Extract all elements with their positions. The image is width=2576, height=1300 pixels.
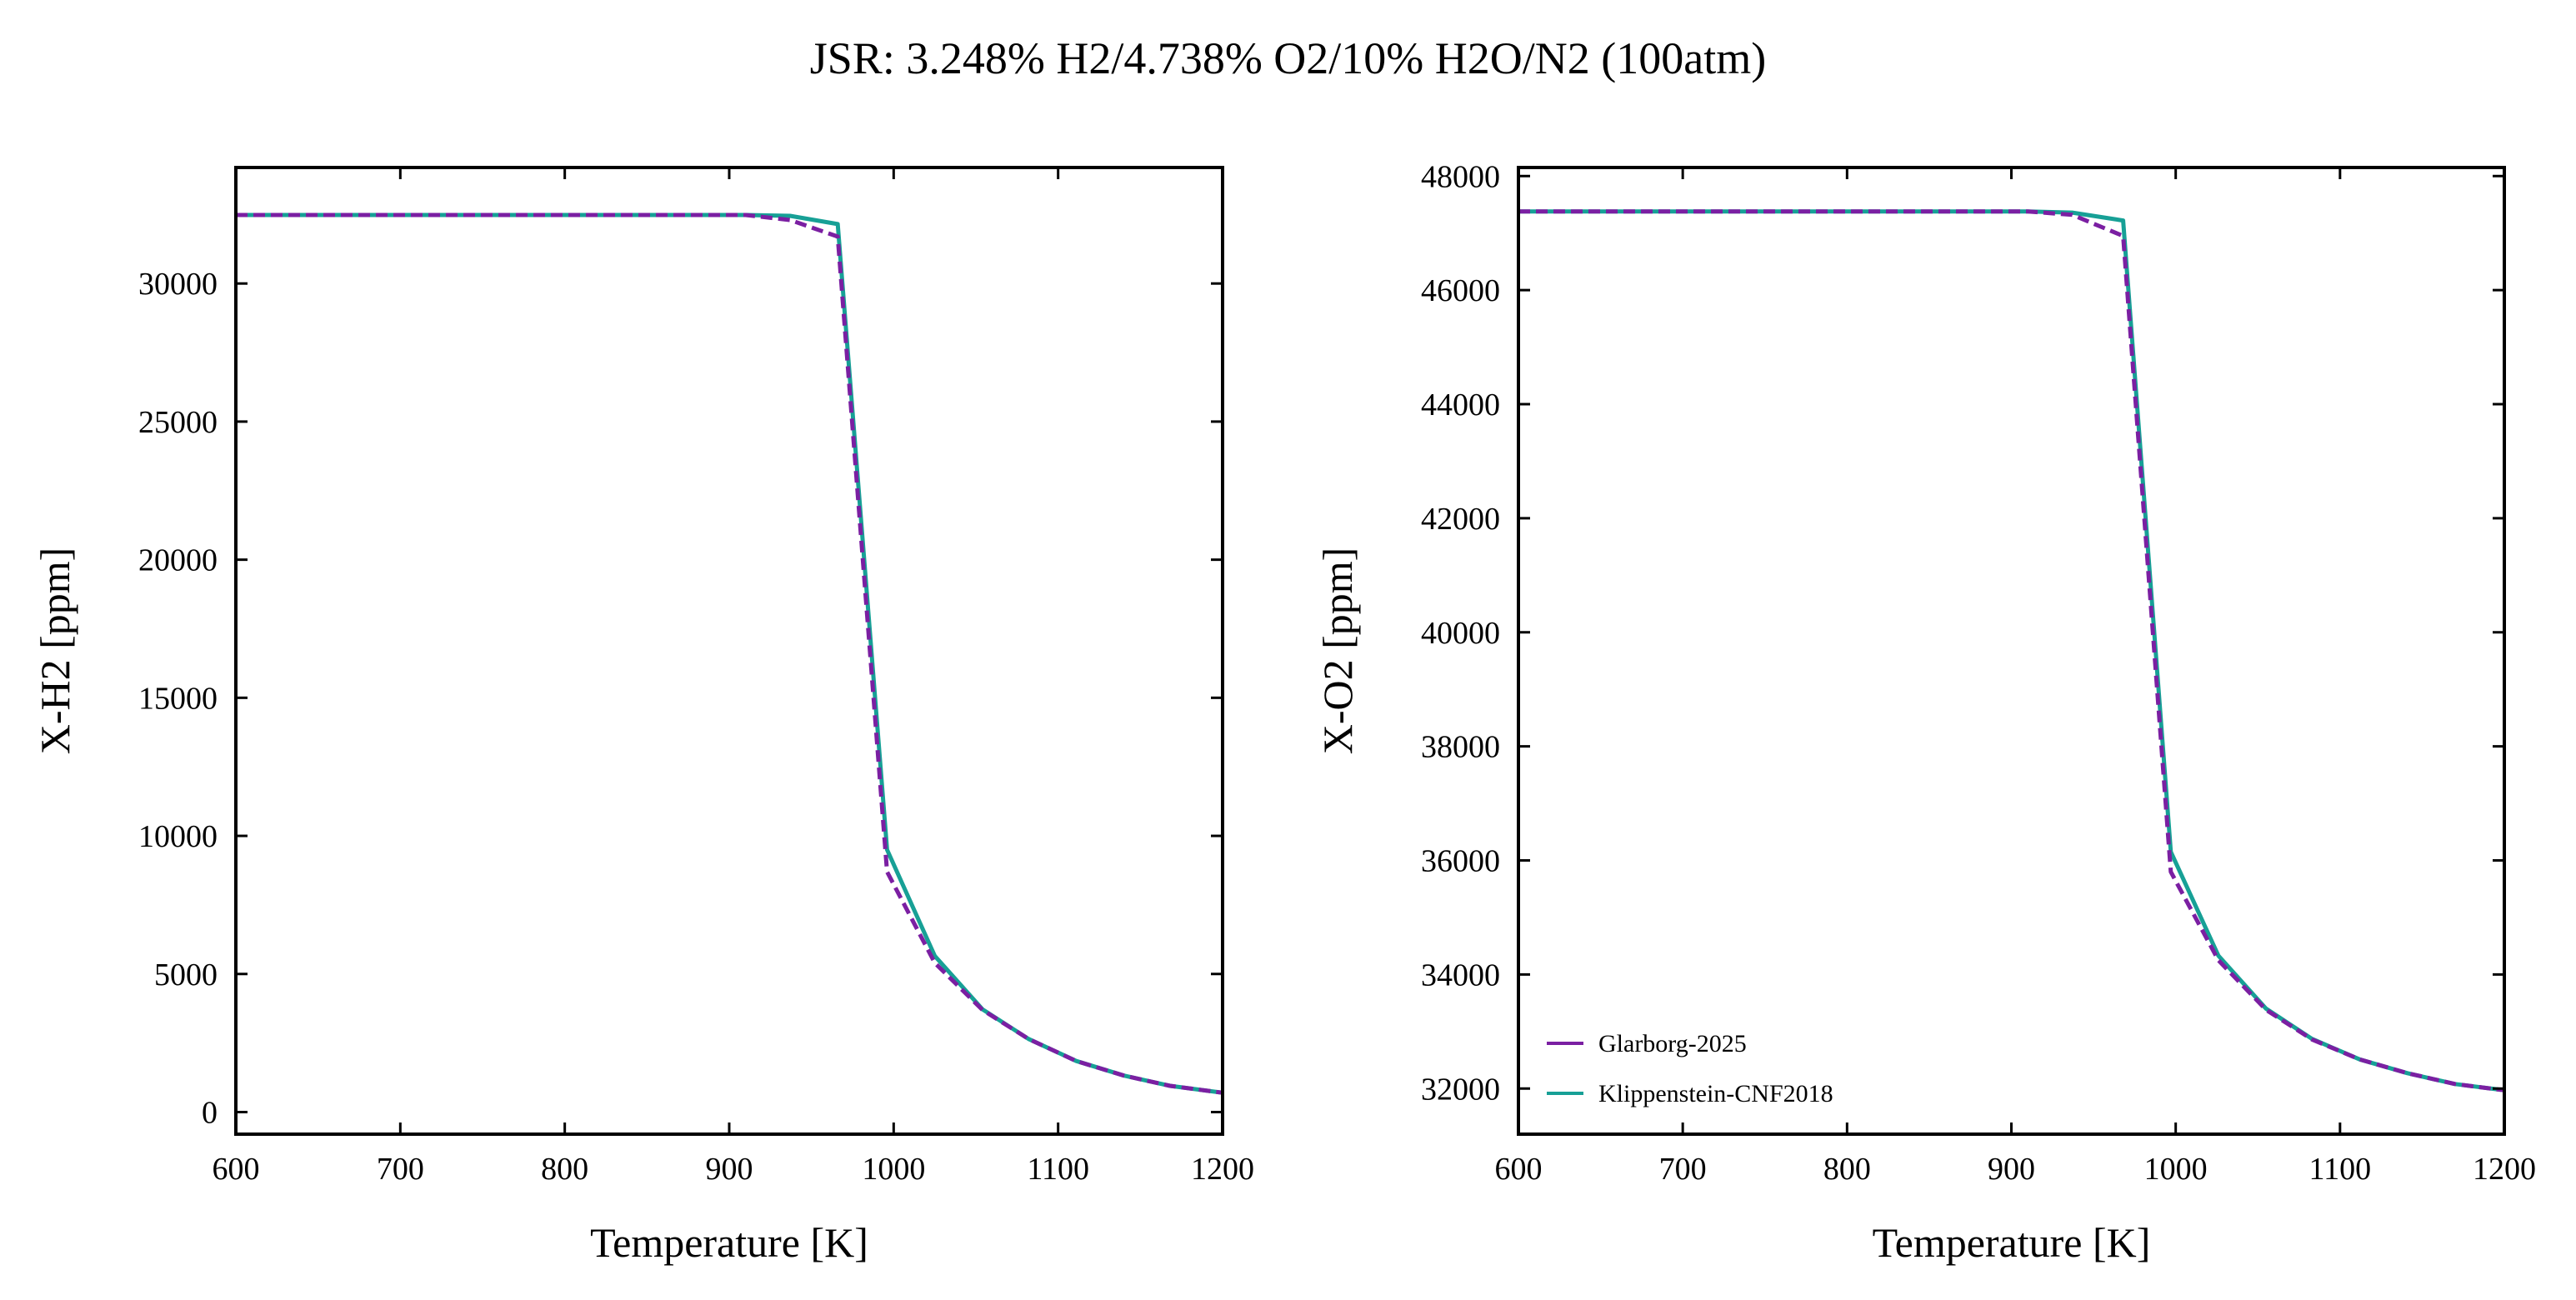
legend-label: Klippenstein-CNF2018 (1598, 1080, 1833, 1108)
x-tick-label: 700 (377, 1152, 424, 1187)
x-tick-label: 1000 (862, 1152, 925, 1187)
x-tick-label: 1000 (2144, 1152, 2208, 1187)
x-tick-label: 600 (1495, 1152, 1543, 1187)
x-tick-label: 900 (1988, 1152, 2035, 1187)
y-tick-label: 25000 (138, 405, 218, 440)
x-axis-label: Temperature [K] (1873, 1219, 2151, 1266)
y-tick-label: 15000 (138, 681, 218, 716)
x-tick-label: 900 (706, 1152, 753, 1187)
y-tick-label: 42000 (1421, 502, 1500, 537)
y-tick-label: 32000 (1421, 1072, 1500, 1107)
y-tick-label: 46000 (1421, 273, 1500, 308)
y-axis-label: X-H2 [ppm] (32, 548, 78, 755)
series-line-klippenstein-cnf2018 (1518, 209, 2504, 1092)
y-axis-label: X-O2 [ppm] (1314, 548, 1361, 755)
x-tick-label: 800 (1823, 1152, 1871, 1187)
y-tick-label: 30000 (138, 267, 218, 302)
y-tick-label: 48000 (1421, 159, 1500, 194)
axes-frame (234, 166, 1224, 1136)
figure-title: JSR: 3.248% H2/4.738% O2/10% H2O/N2 (100… (809, 33, 1767, 83)
x-tick-label: 1200 (2473, 1152, 2536, 1187)
x-axis-label: Temperature [K] (590, 1219, 868, 1266)
x-tick-label: 700 (1659, 1152, 1707, 1187)
x-tick-label: 1100 (2309, 1152, 2372, 1187)
x-tick-label: 1100 (1027, 1152, 1089, 1187)
legend: Glarborg-2025 Klippenstein-CNF2018 (1547, 1030, 1833, 1108)
plot-panel-right: 600 700 800 900 1000 1100 1200 32000 34000 36000 3… (1314, 159, 2536, 1266)
plot-panel-left: 600 700 800 900 1000 1100 1200 0 5000 10000 15000 2… (32, 166, 1254, 1266)
y-tick-label: 36000 (1421, 844, 1500, 879)
series-line-glarborg-2025 (236, 212, 1223, 1095)
y-tick-label: 5000 (154, 958, 218, 992)
axes-frame (1517, 166, 2506, 1136)
x-tick-label: 1200 (1191, 1152, 1254, 1187)
x-tick-label: 800 (541, 1152, 588, 1187)
series-line-klippenstein-cnf2018 (236, 212, 1223, 1095)
y-tick-label: 34000 (1421, 958, 1500, 992)
y-tick-label: 20000 (138, 543, 218, 578)
y-tick-label: 44000 (1421, 388, 1500, 422)
legend-label: Glarborg-2025 (1598, 1030, 1747, 1058)
y-tick-label: 40000 (1421, 616, 1500, 651)
x-tick-label: 600 (213, 1152, 260, 1187)
y-tick-label: 10000 (138, 819, 218, 854)
y-tick-label: 38000 (1421, 730, 1500, 765)
series-line-glarborg-2025 (1518, 209, 2504, 1092)
y-tick-label: 0 (202, 1095, 218, 1130)
